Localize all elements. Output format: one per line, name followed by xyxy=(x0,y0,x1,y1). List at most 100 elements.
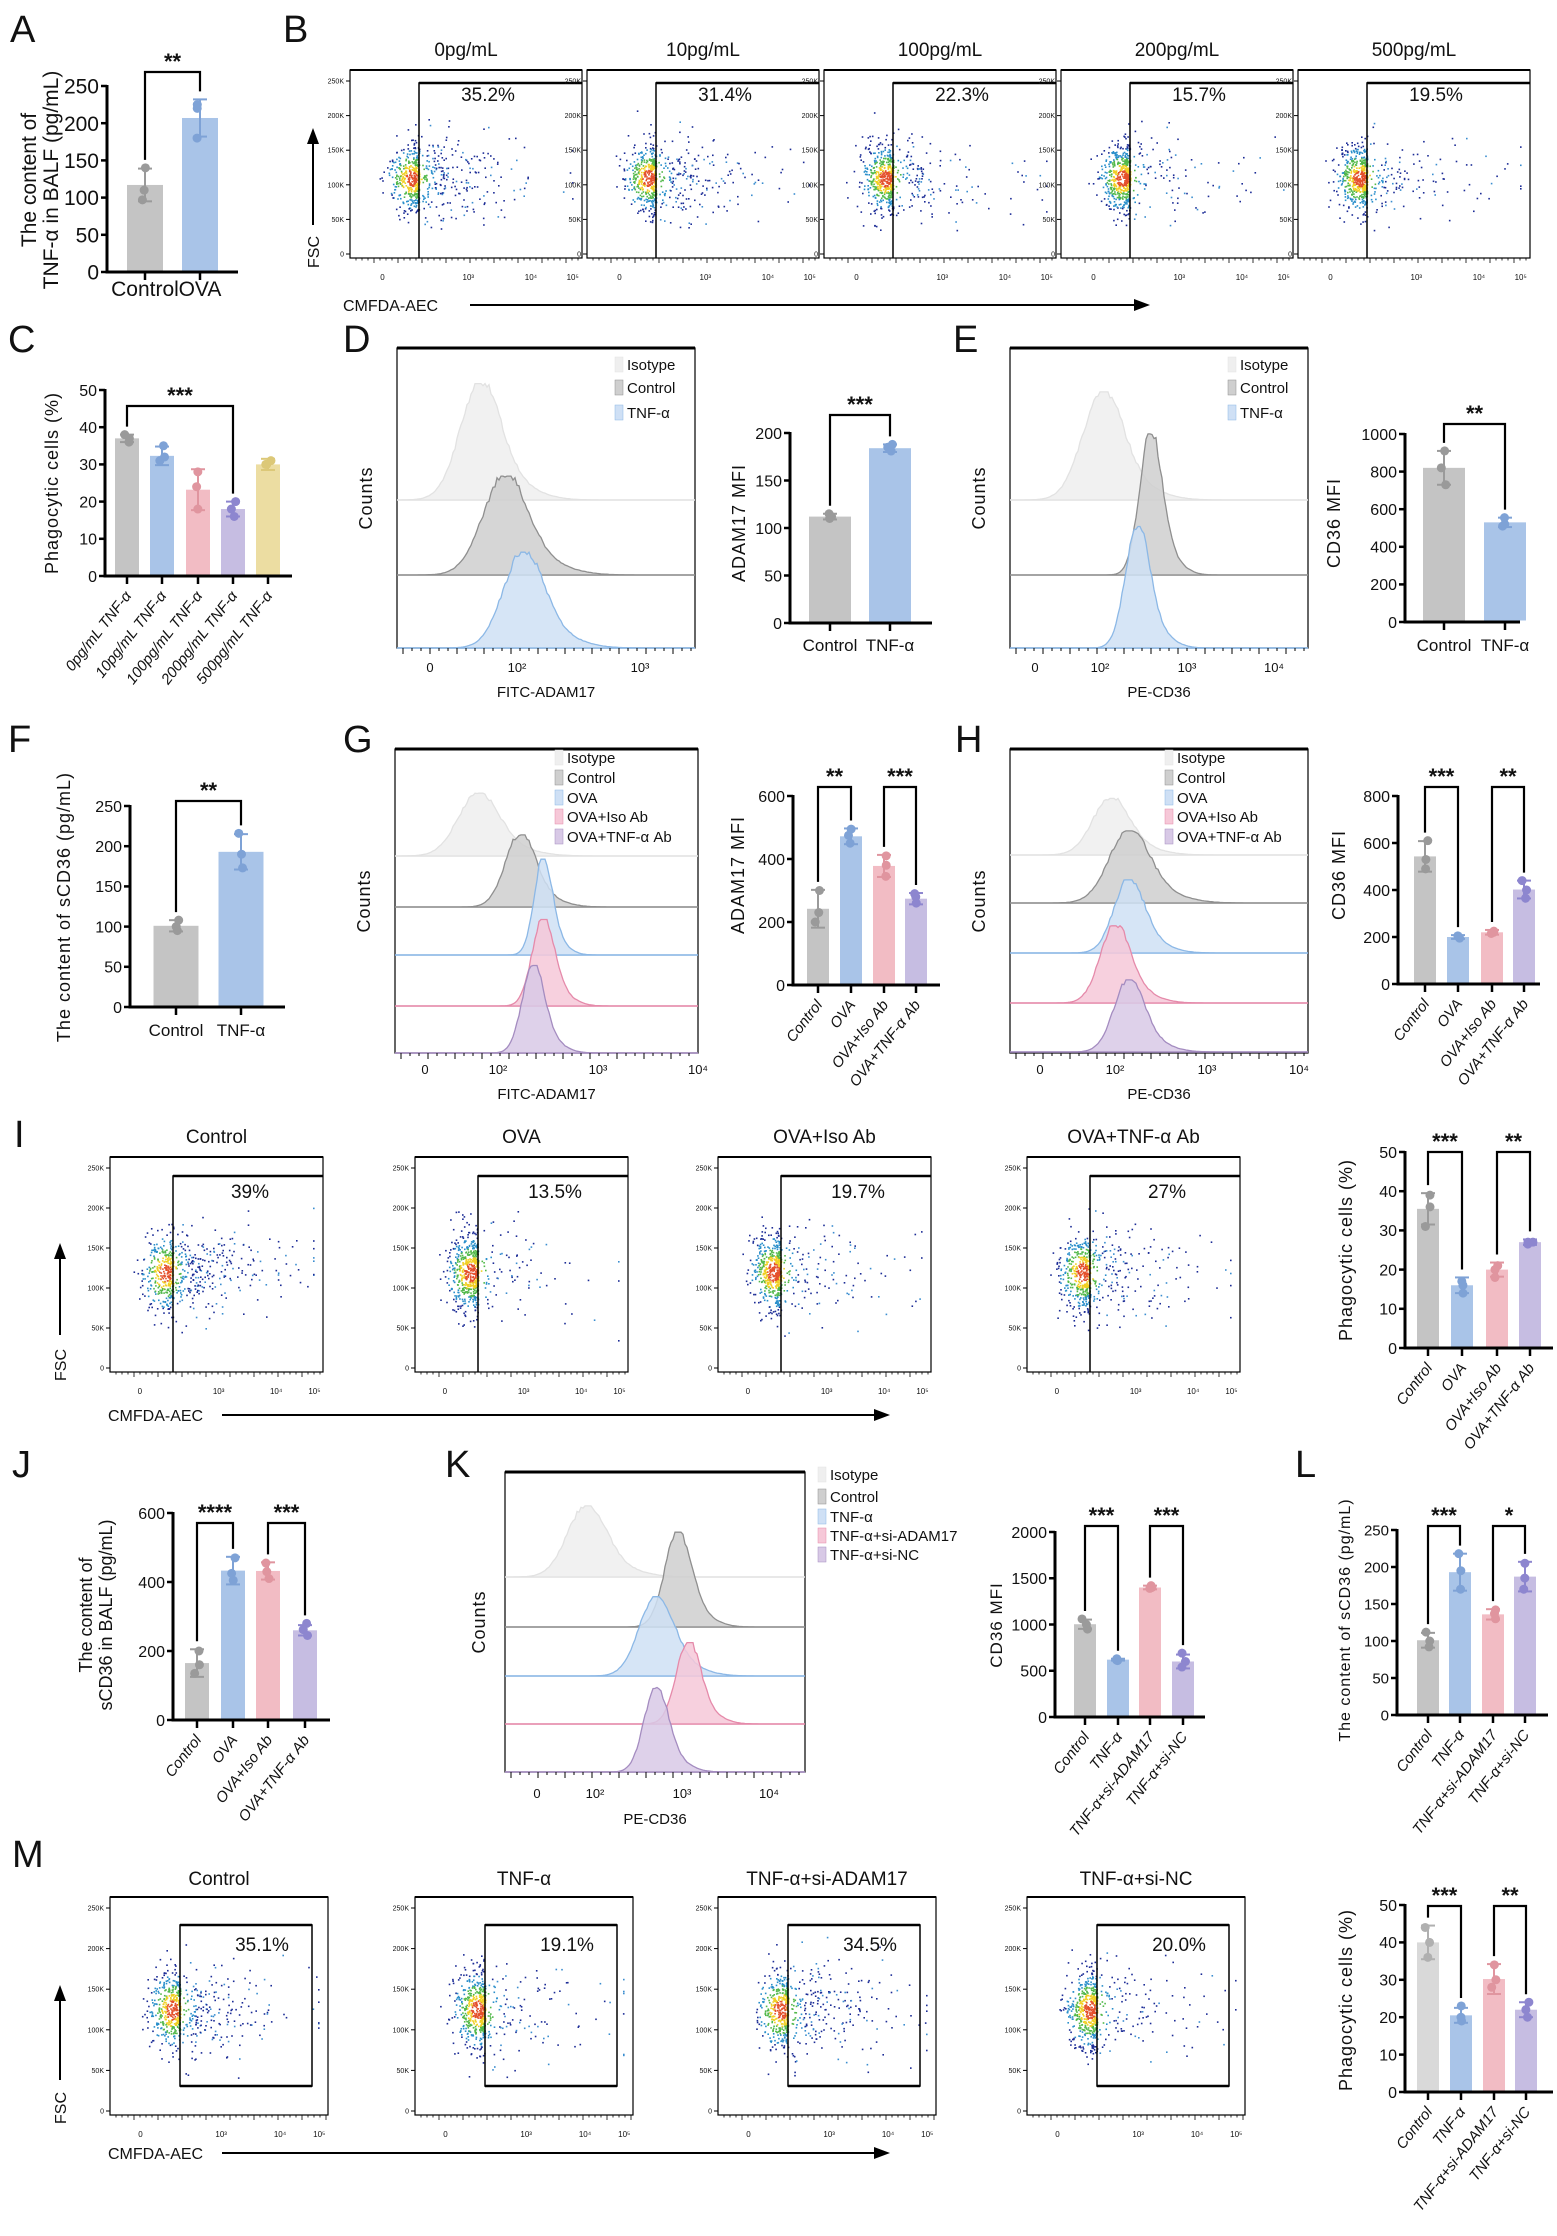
flow-event xyxy=(1112,178,1114,181)
flow-event xyxy=(490,155,492,157)
y-tick-label: 40 xyxy=(1379,1184,1397,1201)
flow-event xyxy=(147,1275,149,1278)
scatter-events xyxy=(1325,122,1522,232)
flow-event xyxy=(868,191,870,194)
flow-event xyxy=(168,1296,171,1299)
flow-event xyxy=(177,1290,180,1292)
flow-event xyxy=(654,171,656,173)
y-tick-label: 200K xyxy=(1039,113,1056,120)
flow-event xyxy=(1118,177,1121,179)
flow-event xyxy=(1352,160,1355,162)
flow-event xyxy=(1217,162,1220,164)
flow-event xyxy=(651,221,654,224)
flow-event xyxy=(261,1269,264,1272)
flow-event xyxy=(652,135,655,137)
flow-event xyxy=(884,157,887,160)
flow-event xyxy=(158,1270,160,1272)
flow-event xyxy=(887,155,889,157)
flow-event xyxy=(158,1285,161,1288)
flow-event xyxy=(669,162,671,165)
flow-event xyxy=(164,1267,166,1269)
flow-event xyxy=(1159,163,1161,166)
flow-event xyxy=(648,174,650,176)
flow-event xyxy=(427,203,430,206)
flow-event xyxy=(398,214,400,217)
flow-event xyxy=(665,204,668,207)
flow-event xyxy=(397,185,400,188)
flow-event xyxy=(465,158,467,161)
flow-event xyxy=(475,172,477,174)
flow-event xyxy=(389,168,392,171)
flow-event xyxy=(921,178,923,180)
category-label: Control xyxy=(803,636,858,655)
flow-event xyxy=(171,1252,173,1255)
panel-label: D xyxy=(343,319,370,361)
flow-event xyxy=(1127,144,1130,146)
flow-event xyxy=(206,1270,209,1272)
flow-event xyxy=(1113,185,1116,188)
flow-event xyxy=(1123,162,1126,165)
flow-event xyxy=(486,191,489,193)
flow-event xyxy=(917,188,920,190)
flow-event xyxy=(408,179,410,182)
flow-event xyxy=(435,188,437,190)
y-tick-label: 100 xyxy=(95,919,122,936)
flow-event xyxy=(216,1254,219,1256)
flow-event xyxy=(1416,153,1419,156)
flow-event xyxy=(648,166,650,169)
flow-event xyxy=(415,165,417,167)
flow-event xyxy=(231,1237,234,1240)
flow-event xyxy=(1355,183,1358,186)
flow-event xyxy=(149,1254,152,1257)
flow-event xyxy=(490,174,492,177)
data-point xyxy=(261,1558,271,1568)
flow-event xyxy=(1119,162,1121,164)
flow-event xyxy=(652,203,654,205)
flow-event xyxy=(623,197,626,199)
flow-event xyxy=(809,184,811,187)
flow-event xyxy=(444,185,446,187)
flow-event xyxy=(1238,162,1240,165)
flow-event xyxy=(885,188,887,191)
flow-event xyxy=(422,164,424,167)
flow-event xyxy=(1124,183,1126,185)
flow-event xyxy=(413,205,416,208)
flow-event xyxy=(902,176,904,178)
flow-event xyxy=(1120,182,1123,185)
flow-event xyxy=(648,170,650,173)
flow-event xyxy=(1190,159,1193,161)
flow-event xyxy=(1124,177,1126,179)
flow-event xyxy=(1120,178,1122,181)
data-point xyxy=(140,163,150,173)
flow-event xyxy=(1130,177,1132,180)
flow-event xyxy=(398,156,400,159)
flow-event xyxy=(179,1289,182,1292)
flow-event xyxy=(1113,219,1115,222)
flow-event xyxy=(660,180,662,183)
gate xyxy=(892,82,1056,258)
flow-event xyxy=(169,1279,171,1282)
flow-event xyxy=(409,184,412,187)
flow-event xyxy=(880,185,883,188)
flow-event xyxy=(642,156,644,158)
flow-event xyxy=(177,1264,180,1266)
x-tick-label: 10⁴ xyxy=(1289,1062,1309,1077)
flow-event xyxy=(1126,209,1128,212)
flow-event xyxy=(870,213,872,215)
flow-event xyxy=(493,180,495,182)
flow-event xyxy=(165,1267,168,1270)
flow-event xyxy=(160,1275,162,1277)
flow-event xyxy=(640,151,643,153)
flow-event xyxy=(1341,153,1343,156)
flow-event xyxy=(407,191,410,193)
flow-event xyxy=(410,165,412,167)
bar xyxy=(256,464,280,575)
x-tick-label: 10³ xyxy=(673,1786,692,1801)
flow-event xyxy=(636,169,639,171)
flow-event xyxy=(1259,157,1261,159)
flow-event xyxy=(166,1258,169,1260)
flow-event xyxy=(679,162,681,165)
flow-event xyxy=(405,192,407,195)
flow-event xyxy=(443,172,445,174)
flow-event xyxy=(1117,191,1119,194)
